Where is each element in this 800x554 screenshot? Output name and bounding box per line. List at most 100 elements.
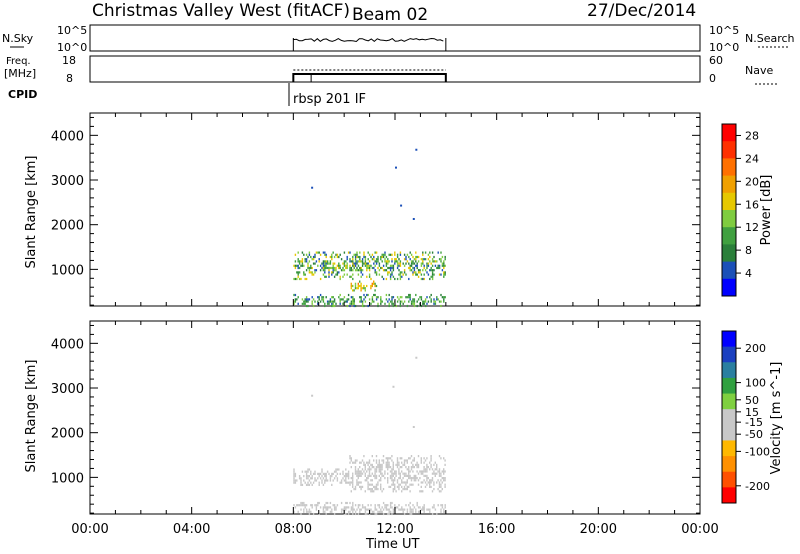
scatter-cell — [399, 296, 402, 299]
scatter-cell — [408, 504, 410, 507]
colorbar-cell — [722, 377, 736, 395]
scatter-cell — [350, 481, 352, 484]
colorbar-tick-label: 24 — [745, 152, 759, 165]
scatter-cell — [373, 510, 375, 513]
scatter-cell — [387, 468, 389, 471]
scatter-cell — [324, 479, 326, 482]
scatter-cell — [293, 264, 295, 267]
scatter-cell — [328, 266, 330, 270]
scatter-cell — [332, 262, 334, 265]
scatter-cell — [413, 466, 415, 469]
scatter-cell — [374, 271, 376, 274]
scatter-cell — [385, 506, 388, 509]
scatter-cell — [352, 300, 354, 303]
scatter-cell — [304, 300, 306, 303]
scatter-cell — [398, 472, 400, 475]
y-tick-label: 2000 — [51, 427, 84, 442]
scatter-cell — [409, 251, 411, 254]
scatter-cell — [367, 262, 369, 265]
scatter-cell — [333, 508, 336, 511]
scatter-cell — [317, 504, 319, 507]
isolated-echo — [415, 148, 418, 151]
scatter-cell — [303, 479, 305, 482]
scatter-cell — [317, 501, 319, 505]
colorbar-tick-label: 8 — [745, 244, 752, 257]
scatter-cell — [314, 300, 316, 303]
scatter-cell — [441, 504, 444, 507]
scatter-cell — [307, 304, 309, 308]
scatter-cell — [319, 253, 322, 256]
scatter-cell — [375, 284, 378, 288]
scatter-cell — [301, 258, 304, 261]
scatter-cell — [363, 298, 365, 301]
scatter-cell — [413, 459, 415, 462]
scatter-cell — [368, 483, 371, 486]
scatter-cell — [324, 304, 326, 308]
scatter-cell — [380, 508, 382, 511]
scatter-cell — [374, 468, 376, 471]
scatter-cell — [415, 264, 417, 267]
scatter-cell — [375, 459, 378, 462]
scatter-cell — [431, 258, 434, 261]
scatter-cell — [367, 485, 369, 488]
scatter-cell — [310, 477, 312, 480]
scatter-cell — [403, 485, 406, 488]
scatter-cell — [433, 504, 435, 507]
scatter-cell — [364, 490, 366, 493]
scatter-cell — [294, 472, 297, 475]
scatter-cell — [322, 298, 325, 301]
scatter-cell — [293, 475, 295, 478]
scatter-cell — [352, 264, 354, 267]
scatter-cell — [364, 468, 366, 471]
scatter-cell — [419, 296, 421, 299]
scatter-cell — [423, 508, 425, 511]
scatter-cell — [408, 468, 410, 471]
scatter-cell — [380, 255, 382, 259]
scatter-cell — [420, 298, 423, 301]
scatter-cell — [427, 262, 430, 265]
scatter-cell — [444, 296, 446, 299]
scatter-cell — [354, 284, 357, 288]
scatter-cell — [293, 470, 295, 473]
scatter-cell — [356, 253, 358, 256]
scatter-cell — [433, 302, 435, 305]
scatter-cell — [438, 300, 441, 303]
scatter-cell — [305, 477, 308, 480]
scatter-cell — [392, 474, 394, 477]
scatter-cell — [340, 258, 343, 261]
freq-label-line2: [MHz] — [4, 67, 36, 80]
scatter-cell — [382, 474, 385, 477]
scatter-cell — [368, 488, 371, 491]
scatter-cell — [322, 506, 325, 509]
velocity-colorbar-cells — [722, 331, 736, 504]
scatter-cell — [350, 300, 353, 303]
scatter-cell — [423, 510, 425, 513]
scatter-cell — [293, 481, 295, 484]
scatter-cell — [413, 271, 416, 274]
scatter-cell — [431, 477, 434, 480]
scatter-cell — [354, 282, 357, 285]
scatter-cell — [304, 506, 306, 509]
scatter-cell — [441, 481, 443, 484]
scatter-cell — [433, 481, 435, 484]
scatter-cell — [443, 266, 445, 270]
scatter-cell — [422, 472, 424, 475]
scatter-cell — [321, 266, 323, 270]
scatter-cell — [356, 266, 358, 270]
scatter-cell — [322, 508, 325, 511]
scatter-cell — [324, 266, 326, 270]
scatter-cell — [422, 506, 424, 509]
scatter-cell — [415, 479, 417, 482]
velocity-panel: 00:00 04:00 08:00 12:00 16:00 20:00 00:0010002… — [24, 320, 719, 552]
scatter-cell — [350, 282, 352, 285]
scatter-cell — [440, 260, 442, 263]
scatter-cell — [423, 474, 425, 477]
scatter-cell — [377, 304, 379, 308]
scatter-cell — [312, 258, 315, 261]
scatter-cell — [385, 504, 388, 507]
scatter-cell — [375, 455, 378, 458]
scatter-cell — [339, 253, 341, 256]
scatter-cell — [319, 277, 322, 281]
scatter-cell — [408, 300, 410, 303]
scatter-cell — [332, 271, 334, 274]
